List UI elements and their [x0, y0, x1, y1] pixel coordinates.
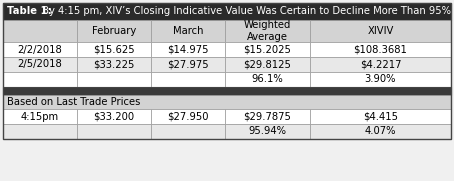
- Bar: [310, 124, 451, 139]
- Bar: [225, 72, 310, 87]
- Bar: [310, 57, 451, 72]
- Bar: [151, 109, 225, 124]
- Bar: [310, 109, 451, 124]
- Text: 95.94%: 95.94%: [248, 127, 286, 136]
- Bar: [77, 124, 151, 139]
- Bar: [3, 95, 451, 109]
- Bar: [151, 57, 225, 72]
- Bar: [77, 42, 151, 57]
- Text: Weighted
Average: Weighted Average: [244, 20, 291, 42]
- Text: March: March: [173, 26, 203, 36]
- Bar: [310, 72, 451, 87]
- Text: $14.975: $14.975: [167, 45, 208, 54]
- Bar: [77, 20, 151, 42]
- Text: $108.3681: $108.3681: [354, 45, 407, 54]
- Bar: [77, 72, 151, 87]
- Bar: [3, 3, 451, 139]
- Bar: [151, 124, 225, 139]
- Text: $27.975: $27.975: [167, 60, 208, 70]
- Text: 96.1%: 96.1%: [252, 75, 283, 85]
- Bar: [3, 124, 77, 139]
- Bar: [310, 42, 451, 57]
- Text: $27.950: $27.950: [167, 111, 208, 121]
- Text: Based on Last Trade Prices: Based on Last Trade Prices: [7, 97, 140, 107]
- Text: $4.2217: $4.2217: [360, 60, 401, 70]
- Bar: [77, 109, 151, 124]
- Text: Table 1:: Table 1:: [7, 7, 52, 16]
- Text: 4:15pm: 4:15pm: [21, 111, 59, 121]
- Bar: [3, 109, 77, 124]
- Bar: [225, 109, 310, 124]
- Bar: [225, 57, 310, 72]
- Bar: [3, 87, 451, 95]
- Bar: [3, 3, 451, 20]
- Text: $29.8125: $29.8125: [243, 60, 291, 70]
- Text: 3.90%: 3.90%: [365, 75, 396, 85]
- Text: February: February: [92, 26, 136, 36]
- Bar: [225, 124, 310, 139]
- Bar: [3, 57, 77, 72]
- Bar: [310, 20, 451, 42]
- Text: $33.200: $33.200: [94, 111, 134, 121]
- Bar: [225, 20, 310, 42]
- Text: 2/5/2018: 2/5/2018: [18, 60, 62, 70]
- Bar: [77, 57, 151, 72]
- Text: $4.415: $4.415: [363, 111, 398, 121]
- Bar: [151, 42, 225, 57]
- Text: XIVIV: XIVIV: [367, 26, 394, 36]
- Bar: [225, 42, 310, 57]
- Text: By 4:15 pm, XIV’s Closing Indicative Value Was Certain to Decline More Than 95%: By 4:15 pm, XIV’s Closing Indicative Val…: [39, 7, 451, 16]
- Bar: [151, 20, 225, 42]
- Text: $15.625: $15.625: [93, 45, 135, 54]
- Text: $15.2025: $15.2025: [243, 45, 291, 54]
- Bar: [3, 42, 77, 57]
- Bar: [151, 72, 225, 87]
- Bar: [3, 20, 77, 42]
- Text: $29.7875: $29.7875: [243, 111, 291, 121]
- Text: $33.225: $33.225: [93, 60, 134, 70]
- Bar: [3, 72, 77, 87]
- Text: 2/2/2018: 2/2/2018: [18, 45, 62, 54]
- Text: 4.07%: 4.07%: [365, 127, 396, 136]
